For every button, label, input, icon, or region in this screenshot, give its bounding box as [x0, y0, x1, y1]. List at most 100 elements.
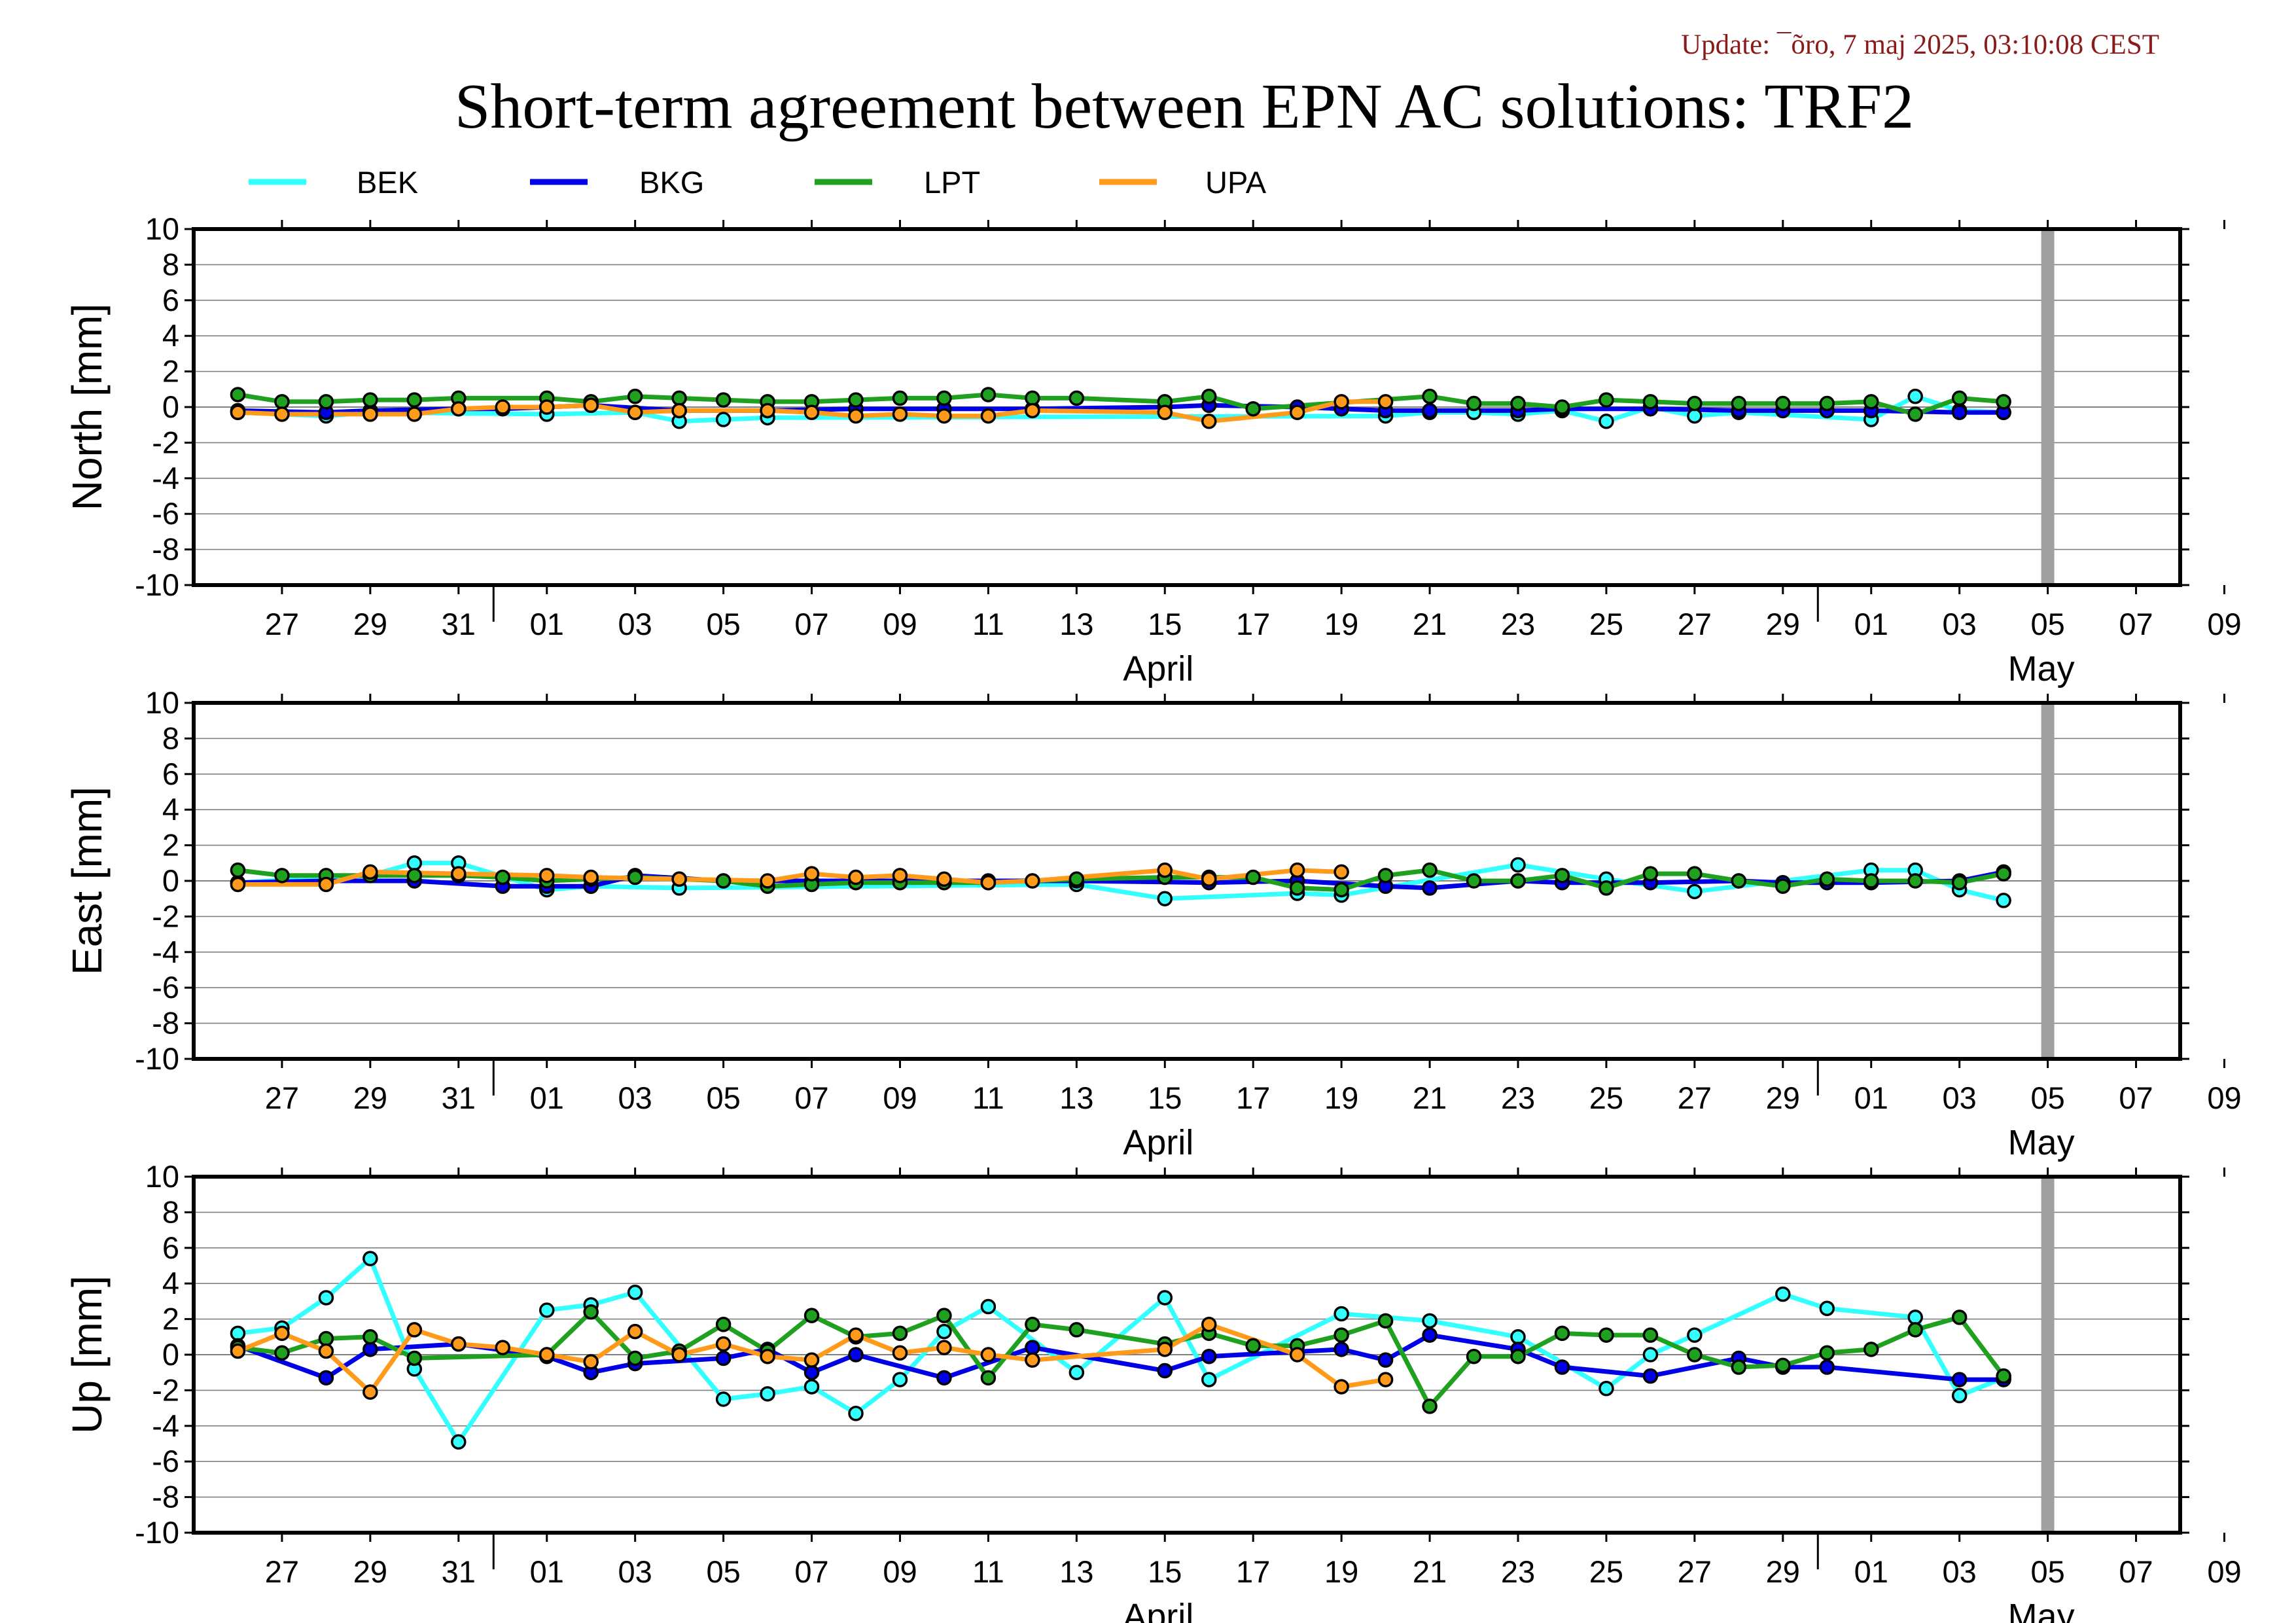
data-point-bkg — [1951, 1372, 1968, 1387]
data-point-lpt — [1466, 873, 1482, 889]
data-point-upa — [936, 408, 952, 424]
data-point-lpt — [1819, 871, 1835, 887]
x-tick-label: 01 — [1854, 1080, 1888, 1115]
data-point-upa — [715, 1336, 732, 1352]
data-point-lpt — [1377, 1313, 1394, 1329]
data-point-bek — [1422, 1313, 1438, 1329]
data-point-bek — [1598, 414, 1614, 429]
y-tick-label: -10 — [135, 1041, 179, 1076]
data-point-bkg — [1819, 1359, 1835, 1375]
x-tick-label: 09 — [883, 1080, 917, 1115]
data-point-upa — [406, 406, 423, 422]
legend-label-upa: UPA — [1205, 165, 1267, 200]
data-point-bkg — [936, 1370, 952, 1386]
y-tick-label: -4 — [152, 461, 179, 495]
y-tick-label: 6 — [162, 757, 179, 791]
data-point-upa — [1333, 1379, 1349, 1395]
data-point-lpt — [318, 1330, 334, 1347]
month-label: May — [2008, 1123, 2075, 1162]
data-point-lpt — [406, 392, 423, 408]
data-point-lpt — [406, 868, 423, 883]
data-point-upa — [671, 871, 687, 887]
x-tick-label: 25 — [1589, 607, 1623, 641]
x-tick-label: 01 — [1854, 1554, 1888, 1589]
data-point-lpt — [1863, 873, 1879, 889]
data-point-bkg — [1642, 1368, 1659, 1384]
data-point-lpt — [1731, 395, 1747, 412]
data-point-lpt — [1554, 399, 1570, 415]
data-point-lpt — [1598, 880, 1614, 896]
data-point-bkg — [1422, 402, 1438, 419]
data-point-bek — [936, 1323, 952, 1340]
data-point-lpt — [1422, 388, 1438, 404]
data-point-upa — [539, 399, 555, 415]
data-point-bek — [1775, 1286, 1791, 1302]
data-point-bek — [1510, 1329, 1526, 1345]
x-tick-label: 23 — [1501, 1080, 1535, 1115]
data-point-upa — [804, 1352, 820, 1368]
data-point-upa — [230, 1343, 246, 1359]
y-axis-label: Up [mm] — [63, 1275, 111, 1434]
data-point-upa — [495, 1340, 511, 1355]
x-tick-label: 23 — [1501, 1554, 1535, 1589]
x-tick-label: 21 — [1413, 1554, 1447, 1589]
data-point-bkg — [1422, 880, 1438, 896]
data-point-lpt — [627, 388, 643, 404]
data-point-bkg — [1201, 1348, 1217, 1364]
data-point-lpt — [1907, 1322, 1923, 1338]
data-point-upa — [230, 876, 246, 893]
x-tick-label: 29 — [353, 607, 387, 641]
data-point-lpt — [1069, 1322, 1085, 1338]
x-tick-label: 27 — [265, 607, 299, 641]
y-tick-label: -2 — [152, 1372, 179, 1407]
x-tick-label: 29 — [1766, 1080, 1800, 1115]
data-point-bek — [1996, 893, 2011, 908]
x-tick-label: 03 — [618, 1080, 652, 1115]
data-point-upa — [848, 869, 864, 885]
data-point-lpt — [1775, 395, 1791, 412]
data-point-upa — [892, 868, 908, 883]
y-axis-label: North [mm] — [63, 304, 111, 510]
data-point-upa — [760, 873, 775, 889]
data-point-lpt — [1025, 390, 1040, 406]
x-tick-label: 07 — [794, 1554, 828, 1589]
data-point-lpt — [1907, 873, 1923, 889]
x-tick-label: 05 — [706, 1554, 740, 1589]
data-point-upa — [1377, 1372, 1394, 1387]
data-point-upa — [804, 404, 820, 420]
x-tick-label: 01 — [1854, 607, 1888, 641]
data-point-lpt — [1775, 878, 1791, 894]
x-tick-label: 05 — [2030, 1080, 2064, 1115]
x-tick-label: 29 — [1766, 607, 1800, 641]
x-tick-label: 15 — [1148, 607, 1182, 641]
y-tick-label: -8 — [152, 1480, 179, 1514]
x-tick-label: 05 — [706, 607, 740, 641]
data-point-lpt — [980, 1370, 997, 1386]
x-tick-label: 27 — [265, 1080, 299, 1115]
data-point-lpt — [406, 1350, 423, 1366]
data-point-bek — [980, 1298, 997, 1315]
plot-frame — [192, 227, 2182, 587]
x-tick-label: 01 — [530, 1080, 564, 1115]
data-point-lpt — [230, 862, 246, 878]
data-point-upa — [848, 408, 864, 424]
data-point-lpt — [1554, 1325, 1570, 1342]
x-tick-label: 31 — [442, 1554, 476, 1589]
data-point-lpt — [1510, 395, 1526, 412]
data-point-upa — [1157, 1342, 1173, 1357]
data-point-lpt — [1642, 1327, 1659, 1343]
month-label: May — [2008, 1597, 2075, 1623]
y-tick-label: 2 — [162, 1302, 179, 1336]
data-point-upa — [274, 406, 290, 422]
data-point-lpt — [1069, 871, 1085, 887]
data-point-lpt — [1642, 866, 1659, 882]
data-point-lpt — [1510, 1348, 1526, 1364]
data-point-bkg — [1422, 1327, 1438, 1343]
data-point-lpt — [1819, 395, 1835, 412]
data-point-upa — [980, 874, 997, 891]
data-point-lpt — [1245, 1338, 1261, 1354]
x-tick-label: 27 — [265, 1554, 299, 1589]
data-point-upa — [539, 1347, 555, 1363]
